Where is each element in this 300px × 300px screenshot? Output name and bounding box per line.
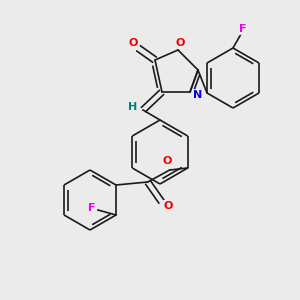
Text: O: O — [163, 201, 172, 211]
Text: F: F — [239, 24, 247, 34]
Text: F: F — [88, 203, 96, 213]
Text: H: H — [128, 102, 138, 112]
Text: O: O — [162, 156, 171, 166]
Text: O: O — [175, 38, 185, 48]
Text: O: O — [128, 38, 138, 48]
Text: N: N — [194, 90, 202, 100]
